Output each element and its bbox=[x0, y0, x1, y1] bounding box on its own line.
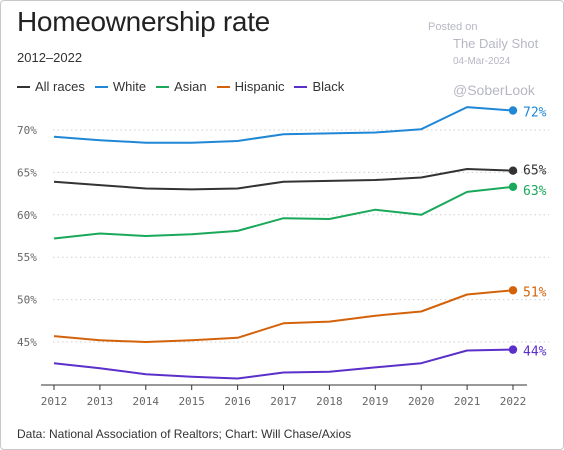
legend-item: White bbox=[94, 79, 147, 94]
y-tick-label: 50% bbox=[17, 294, 37, 307]
x-tick-label: 2015 bbox=[178, 395, 205, 408]
chart-title: Homeownership rate bbox=[17, 6, 270, 37]
series-end-label: 65% bbox=[523, 164, 547, 179]
x-tick-label: 2017 bbox=[270, 395, 297, 408]
x-tick-label: 2019 bbox=[362, 395, 389, 408]
legend-item: All races bbox=[17, 79, 85, 94]
legend-swatch bbox=[294, 85, 308, 88]
series-end-marker bbox=[508, 106, 518, 115]
legend-label: Hispanic bbox=[234, 79, 285, 94]
y-tick-label: 55% bbox=[17, 251, 37, 264]
series-line bbox=[53, 168, 514, 191]
x-tick-label: 2013 bbox=[87, 395, 114, 408]
legend-swatch bbox=[94, 85, 108, 88]
x-tick-label: 2018 bbox=[316, 395, 343, 408]
series-line bbox=[53, 106, 514, 144]
source-note: Data: National Association of Realtors; … bbox=[17, 427, 352, 441]
legend-item: Hispanic bbox=[216, 79, 285, 94]
series-line bbox=[53, 348, 514, 380]
series-end-marker bbox=[508, 166, 518, 175]
legend-swatch bbox=[216, 85, 230, 88]
series-line bbox=[53, 185, 514, 240]
legend-item: Black bbox=[294, 79, 344, 94]
legend-item: Asian bbox=[156, 79, 207, 94]
y-tick-label: 65% bbox=[17, 166, 37, 179]
y-tick-label: 70% bbox=[17, 124, 37, 137]
x-tick-label: 2016 bbox=[224, 395, 251, 408]
legend: All races White Asian Hispanic Black bbox=[17, 79, 344, 94]
legend-label: White bbox=[112, 79, 147, 94]
series-line bbox=[53, 289, 514, 343]
legend-label: All races bbox=[35, 79, 85, 94]
y-tick-label: 60% bbox=[17, 209, 37, 222]
watermark-date: 04-Mar-2024 bbox=[453, 56, 511, 67]
series-end-label: 72% bbox=[523, 105, 547, 120]
legend-label: Black bbox=[312, 79, 345, 94]
watermark-source: The Daily Shot bbox=[453, 36, 539, 51]
chart-subtitle: 2012–2022 bbox=[17, 50, 83, 65]
watermark-posted-on: Posted on bbox=[428, 21, 478, 33]
legend-label: Asian bbox=[174, 79, 207, 94]
series-end-label: 44% bbox=[523, 345, 547, 360]
series-end-marker bbox=[508, 182, 518, 192]
x-tick-label: 2022 bbox=[500, 395, 527, 408]
x-tick-label: 2021 bbox=[454, 395, 481, 408]
series-end-label: 51% bbox=[523, 285, 547, 300]
series-end-marker bbox=[508, 286, 518, 295]
series-end-marker bbox=[508, 345, 518, 354]
y-tick-label: 45% bbox=[17, 336, 37, 349]
series-end-label: 63% bbox=[523, 184, 547, 199]
x-tick-label: 2020 bbox=[408, 395, 435, 408]
legend-swatch bbox=[156, 85, 170, 88]
x-tick-label: 2012 bbox=[41, 395, 68, 408]
watermark-handle: @SoberLook bbox=[453, 82, 535, 98]
x-tick-label: 2014 bbox=[133, 395, 160, 408]
legend-swatch bbox=[17, 85, 30, 88]
